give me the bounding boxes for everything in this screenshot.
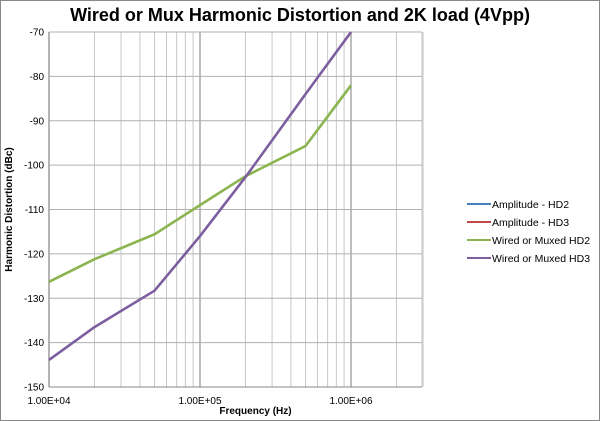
y-axis-label: Harmonic Distortion (dBc) <box>4 147 15 271</box>
x-tick-label: 1.00E+06 <box>329 396 373 407</box>
y-tick-label: -120 <box>24 249 44 260</box>
y-tick-label: -150 <box>24 383 44 394</box>
y-tick-label: -110 <box>25 205 45 216</box>
legend-entry: Amplitude - HD3 <box>492 217 569 229</box>
legend-entry: Amplitude - HD2 <box>492 199 569 211</box>
legend-entry: Wired or Muxed HD2 <box>492 235 590 247</box>
x-tick-label: 1.00E+05 <box>178 396 222 407</box>
series-line-wired-or-muxed-hd3 <box>48 31 353 361</box>
legend-entry: Wired or Muxed HD3 <box>492 253 590 265</box>
y-tick-label: -130 <box>24 294 44 305</box>
y-tick-label: -80 <box>30 72 45 83</box>
chart-title: Wired or Mux Harmonic Distortion and 2K … <box>70 5 530 25</box>
y-tick-label: -90 <box>30 116 45 127</box>
series-line-wired-or-muxed-hd2 <box>48 84 353 283</box>
x-axis-label: Frequency (Hz) <box>219 406 291 417</box>
x-tick-label: 1.00E+04 <box>27 396 71 407</box>
y-tick-label: -70 <box>30 28 45 39</box>
y-tick-label: -100 <box>24 161 44 172</box>
y-tick-label: -140 <box>24 338 44 349</box>
